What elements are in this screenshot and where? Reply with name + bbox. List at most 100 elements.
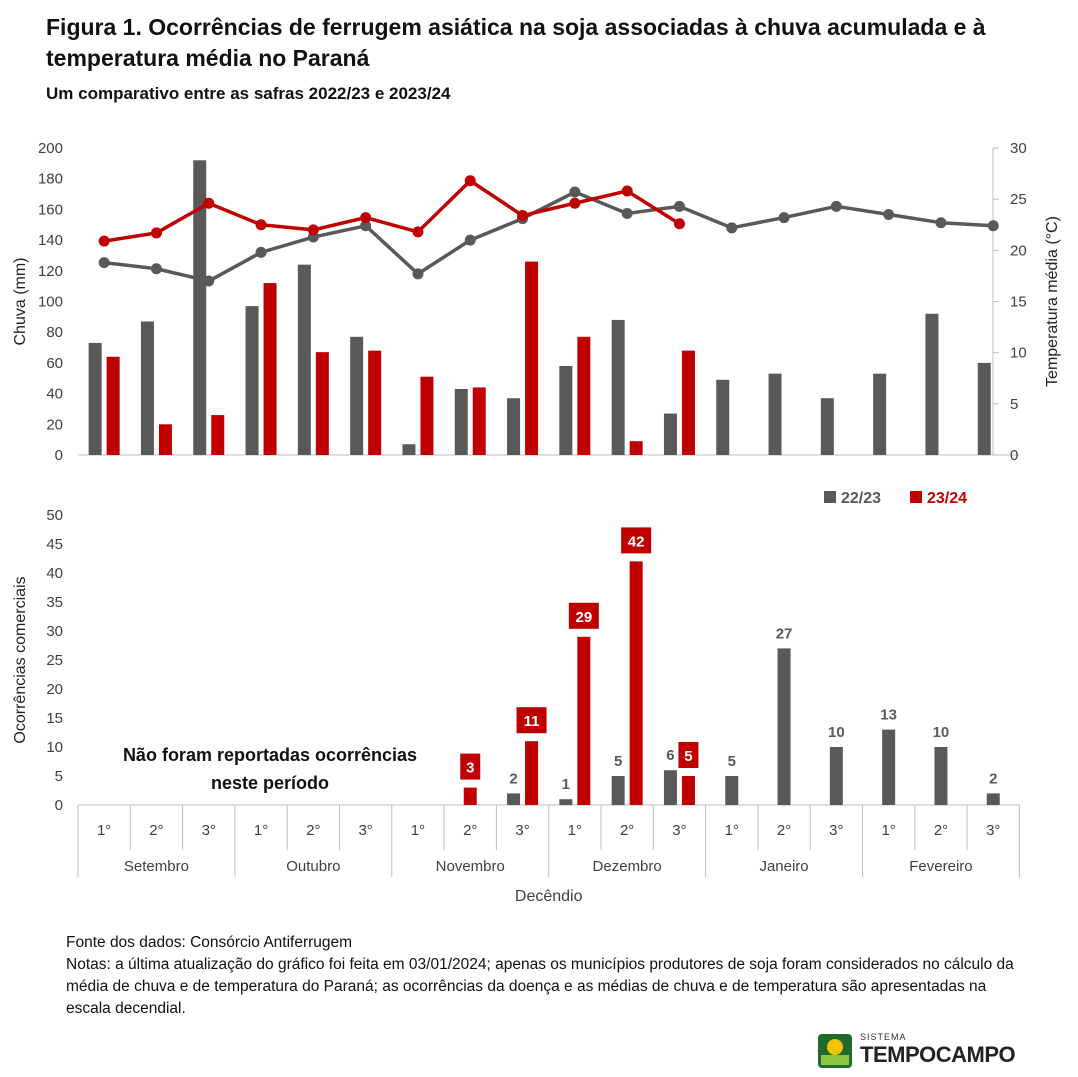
rain-bar-23-24 [681,350,695,455]
legend-label-2223: 22/23 [841,490,881,507]
rain-bar-23-24 [577,336,591,455]
notes-text: Notas: a última atualização do gráfico f… [66,956,1014,1017]
temp-y-tick-label: 0 [1010,447,1018,464]
temp-y-tick-label: 15 [1010,294,1027,311]
rain-bar-23-24 [368,350,382,455]
occ-data-label-box-2324 [516,707,547,734]
no-occurrence-note-line2: neste período [211,773,329,793]
occ-bar-23-24 [525,741,539,805]
rain-bar-23-24 [420,376,434,455]
rain-bar-22-23 [350,336,364,455]
occ-y-tick-label: 25 [46,652,63,669]
temp-point-22-23 [412,268,424,280]
temp-point-22-23 [569,186,581,198]
occ-y-axis-label: Ocorrências comerciais [12,576,29,743]
occ-data-label-2324: 42 [628,533,645,550]
occ-data-label-2223: 10 [933,724,950,741]
temp-point-23-24 [621,185,633,197]
occ-bar-22-23 [559,799,573,805]
temp-y-tick-label: 30 [1010,140,1027,157]
occ-y-tick-label: 50 [46,507,63,524]
temp-point-23-24 [464,175,476,187]
occ-y-tick-label: 0 [55,797,63,814]
occ-bar-22-23 [829,747,843,805]
occ-data-label-2223: 1 [562,776,570,793]
rain-bar-22-23 [663,413,677,455]
occ-y-tick-label: 10 [46,739,63,756]
temp-y-tick-label: 5 [1010,396,1018,413]
temp-point-22-23 [255,246,267,258]
logo-big-text: TEMPOCAMPO [860,1042,1016,1067]
source-note: Fonte dos dados: Consórcio Antiferrugem [66,934,353,951]
temp-point-22-23 [464,234,476,246]
temp-point-22-23 [360,220,372,232]
decendio-tick-label: 1° [254,822,268,839]
rain-bar-22-23 [402,444,416,455]
rain-bar-22-23 [977,362,991,455]
decendio-tick-label: 3° [202,822,216,839]
occ-bar-22-23 [986,793,1000,805]
decendio-tick-label: 2° [463,822,477,839]
rain-bar-22-23 [820,398,834,455]
temp-point-22-23 [987,220,999,232]
rain-bar-22-23 [873,373,887,455]
rain-bar-22-23 [768,373,782,455]
occ-data-label-2324: 11 [524,713,540,730]
temp-point-23-24 [360,212,372,224]
occ-data-label-2223: 2 [989,770,997,787]
decendio-tick-label: 2° [934,822,948,839]
temp-point-23-24 [307,224,319,236]
temp-point-22-23 [203,275,215,287]
rain-y-tick-label: 80 [46,324,63,341]
rain-y-tick-label: 0 [55,447,63,464]
legend-swatch-2223 [824,491,836,503]
rain-bar-23-24 [158,424,172,455]
temp-point-23-24 [150,227,162,239]
occ-bar-23-24 [629,561,643,805]
legend-swatch-2324 [910,491,922,503]
occ-y-tick-label: 45 [46,536,63,553]
occ-bar-22-23 [725,776,739,805]
temp-point-23-24 [569,197,581,209]
occ-data-label-box-2324 [568,602,599,629]
temp-point-23-24 [412,226,424,238]
occ-data-label-box-2324 [460,753,481,780]
temp-point-22-23 [98,257,110,269]
month-label: Setembro [124,858,189,875]
rain-y-axis-label: Chuva (mm) [12,257,29,345]
rain-bar-23-24 [472,387,486,455]
legend-label-2324: 23/24 [927,490,967,507]
decendio-tick-label: 3° [515,822,529,839]
decendio-tick-label: 3° [829,822,843,839]
rain-bar-22-23 [193,160,207,455]
decendio-tick-label: 1° [725,822,739,839]
occ-y-tick-label: 40 [46,565,63,582]
occ-data-label-2223: 5 [614,753,622,770]
decendio-tick-label: 2° [149,822,163,839]
logo-icon [818,1034,852,1068]
occ-bar-22-23 [777,648,791,805]
month-label: Janeiro [759,858,808,875]
decendio-tick-label: 3° [358,822,372,839]
occ-data-label-box-2324 [678,742,699,768]
occ-bar-23-24 [577,636,591,805]
temp-point-22-23 [621,207,633,219]
temp-point-22-23 [673,200,685,212]
month-label: Novembro [436,858,505,875]
decendio-tick-label: 1° [411,822,425,839]
rain-y-tick-label: 180 [38,171,63,188]
occ-data-label-2223: 27 [776,625,793,642]
temp-point-23-24 [255,219,267,231]
occ-bar-23-24 [463,787,477,805]
temp-y-tick-label: 10 [1010,345,1027,362]
temp-line-22-23 [103,190,994,283]
occ-data-label-box-2324 [621,527,652,554]
occ-bar-22-23 [507,793,521,805]
decendio-tick-label: 2° [620,822,634,839]
temp-point-23-24 [98,235,110,247]
chart-title: Figura 1. Ocorrências de ferrugem asiáti… [46,14,986,71]
rain-bar-23-24 [629,441,643,455]
temp-y-axis-label: Temperatura média (°C) [1044,216,1061,387]
chart-subtitle: Um comparativo entre as safras 2022/23 e… [46,84,451,103]
